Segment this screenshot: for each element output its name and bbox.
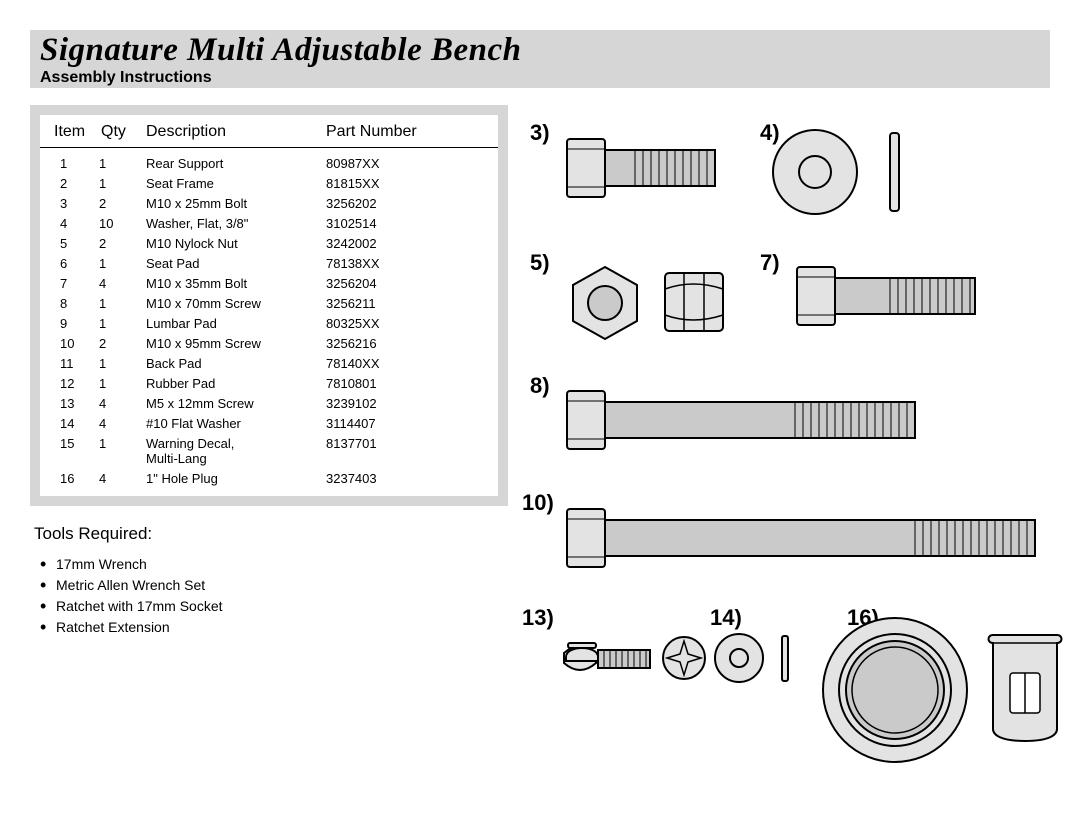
table-row: 21Seat Frame81815XX: [40, 173, 498, 193]
table-row: 111Back Pad78140XX: [40, 353, 498, 373]
bolt-7-icon: [795, 263, 985, 329]
table-header-row: Item Qty Description Part Number: [40, 115, 498, 148]
table-row: 74M10 x 35mm Bolt3256204: [40, 273, 498, 293]
table-row: 52M10 Nylock Nut3242002: [40, 233, 498, 253]
product-title: Signature Multi Adjustable Bench: [40, 32, 1050, 69]
col-description: Description: [140, 115, 320, 148]
tool-item: 17mm Wrench: [56, 554, 508, 575]
washer-14-icon: [712, 631, 812, 686]
table-row: 134M5 x 12mm Screw3239102: [40, 393, 498, 413]
washer-4-icon: [770, 127, 920, 217]
table-row: 121Rubber Pad7810801: [40, 373, 498, 393]
label-7: 7): [760, 250, 780, 276]
bolt-3-icon: [565, 135, 725, 201]
label-5: 5): [530, 250, 550, 276]
label-14: 14): [710, 605, 742, 631]
tool-item: Ratchet Extension: [56, 617, 508, 638]
subtitle: Assembly Instructions: [40, 69, 1050, 87]
table-row: 81M10 x 70mm Screw3256211: [40, 293, 498, 313]
label-13: 13): [522, 605, 554, 631]
plug-16-icon: [820, 615, 1070, 765]
label-8: 8): [530, 373, 550, 399]
parts-table-frame: Item Qty Description Part Number 11Rear …: [30, 105, 508, 506]
tools-heading: Tools Required:: [34, 524, 508, 544]
header-bar: Signature Multi Adjustable Bench Assembl…: [30, 30, 1050, 88]
table-row: 91Lumbar Pad80325XX: [40, 313, 498, 333]
bolt-10-icon: [565, 505, 1045, 571]
col-item: Item: [40, 115, 95, 148]
table-row: 61Seat Pad78138XX: [40, 253, 498, 273]
label-10: 10): [522, 490, 554, 516]
table-row: 32M10 x 25mm Bolt3256202: [40, 193, 498, 213]
col-partnumber: Part Number: [320, 115, 498, 148]
screw-13-icon: [562, 633, 712, 683]
label-3: 3): [530, 120, 550, 146]
tool-item: Ratchet with 17mm Socket: [56, 596, 508, 617]
tool-item: Metric Allen Wrench Set: [56, 575, 508, 596]
table-row: 144#10 Flat Washer3114407: [40, 413, 498, 433]
left-column: Item Qty Description Part Number 11Rear …: [30, 105, 508, 638]
bolt-8-icon: [565, 387, 925, 453]
parts-table: Item Qty Description Part Number 11Rear …: [40, 115, 498, 496]
table-row: 1641" Hole Plug3237403: [40, 468, 498, 496]
table-row: 102M10 x 95mm Screw3256216: [40, 333, 498, 353]
nut-5-icon: [565, 263, 735, 343]
table-row: 11Rear Support80987XX: [40, 148, 498, 174]
table-row: 410Washer, Flat, 3/8"3102514: [40, 213, 498, 233]
col-qty: Qty: [95, 115, 140, 148]
tools-list: 17mm WrenchMetric Allen Wrench SetRatche…: [56, 554, 508, 638]
table-row: 151Warning Decal,Multi-Lang8137701: [40, 433, 498, 468]
